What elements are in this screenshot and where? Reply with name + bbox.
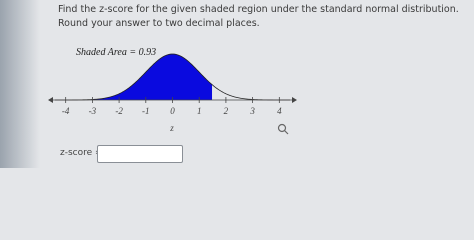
answer-label: z-score = <box>60 148 103 158</box>
axis-arrow-left <box>48 97 53 103</box>
tick-label: -4 <box>62 106 70 116</box>
question-text: Find the z-score for the given shaded re… <box>58 4 459 29</box>
shaded-region <box>55 54 213 100</box>
tick-label: -2 <box>115 106 123 116</box>
axis-arrow-right <box>292 97 297 103</box>
normal-curve-figure: Shaded Area = 0.93 z -4 -3 -2 -1 0 1 2 3 4 <box>48 47 297 135</box>
tick-label: -1 <box>142 106 150 116</box>
tick-label: 2 <box>224 106 229 116</box>
answer-input[interactable] <box>97 145 183 163</box>
page: Find the z-score for the given shaded re… <box>0 0 459 168</box>
normal-curve <box>54 53 291 101</box>
tick-label: 0 <box>170 106 175 116</box>
tick-label: 4 <box>277 106 282 116</box>
shaded-area-label: Shaded Area = 0.93 <box>76 47 156 58</box>
tick-label: -3 <box>89 106 97 116</box>
tick-label: 1 <box>197 106 202 116</box>
axis-label: z <box>169 123 174 133</box>
tick-label: 3 <box>249 106 255 116</box>
screen-edge <box>0 0 40 168</box>
zoom-icon[interactable] <box>277 123 289 135</box>
